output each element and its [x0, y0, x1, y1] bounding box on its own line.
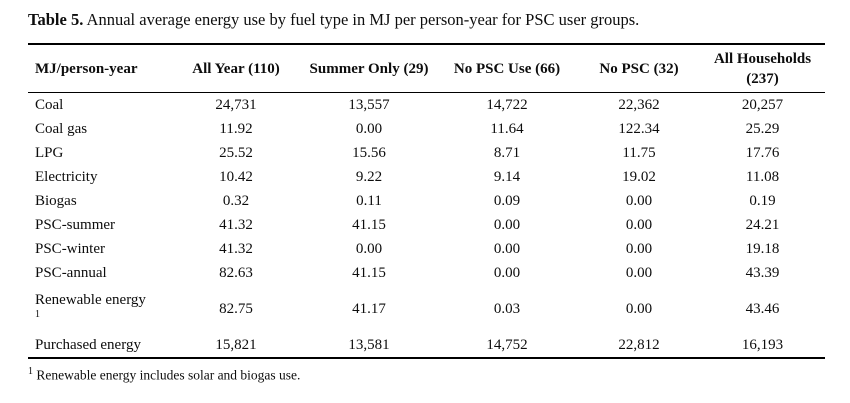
table-cell: 16,193: [741, 337, 784, 354]
footnote-text: Renewable energy includes solar and biog…: [33, 367, 301, 383]
table-cell: 41.32: [219, 217, 253, 234]
table-row-biogas: Biogas 0.32 0.11 0.09 0.00 0.19: [28, 189, 825, 213]
table-cell: 43.46: [745, 301, 780, 318]
footnote-superscript: 1: [28, 366, 33, 378]
table-cell: 22,362: [618, 97, 660, 114]
table-cell: 11.64: [490, 121, 524, 138]
table-cell: 19.18: [745, 241, 780, 258]
table-caption-label: Table 5.: [28, 10, 84, 29]
table-row-coal: Coal 24,731 13,557 14,722 22,362 20,257: [28, 93, 825, 118]
table-caption-text: Annual average energy use by fuel type i…: [83, 10, 640, 29]
table-cell: 0.03: [493, 301, 521, 318]
table-cell: 22,812: [618, 337, 660, 354]
table-cell: 17.76: [745, 145, 780, 162]
row-label: PSC-summer: [35, 217, 116, 234]
table-cell: 24.21: [745, 217, 780, 234]
table-row-lpg: LPG 25.52 15.56 8.71 11.75 17.76: [28, 141, 825, 165]
table-cell: 20,257: [741, 97, 784, 114]
superscript-marker: 1: [35, 308, 40, 320]
table-cell: 15,821: [215, 337, 257, 354]
table-row-electricity: Electricity 10.42 9.22 9.14 19.02 11.08: [28, 165, 825, 189]
table-footnote: 1 Renewable energy includes solar and bi…: [28, 366, 825, 384]
table-cell: 0.00: [355, 121, 383, 138]
table-cell: 0.19: [749, 193, 776, 210]
row-label: Biogas: [35, 193, 77, 210]
table-caption: Table 5. Annual average energy use by fu…: [28, 9, 825, 30]
table-cell: 41.15: [352, 217, 386, 234]
table-cell: 82.63: [219, 265, 253, 282]
row-label: Coal gas: [35, 121, 88, 138]
row-label: LPG: [35, 145, 64, 162]
row-label: Electricity: [35, 169, 98, 186]
table-cell: 24,731: [215, 97, 257, 114]
table-cell: 11.92: [219, 121, 253, 138]
column-header-no-psc-use: No PSC Use (66): [453, 60, 561, 77]
table-cell: 0.00: [355, 241, 383, 258]
table-cell: 8.71: [493, 145, 521, 162]
column-header-mj-person-year: MJ/person-year: [35, 60, 138, 77]
column-header-all-households: All Households (237): [713, 50, 812, 87]
table-cell: 25.52: [219, 145, 253, 162]
table-row-psc-summer: PSC-summer 41.32 41.15 0.00 0.00 24.21: [28, 213, 825, 237]
row-label: PSC-annual: [35, 265, 107, 282]
table-cell: 9.22: [355, 169, 383, 186]
table-cell: 0.00: [625, 193, 653, 210]
table-cell: 0.11: [356, 193, 382, 210]
table-cell: 41.32: [219, 241, 253, 258]
table-cell: 41.15: [352, 265, 386, 282]
table-cell: 41.17: [352, 301, 386, 318]
table-cell: 0.00: [625, 217, 653, 234]
table-row-psc-annual: PSC-annual 82.63 41.15 0.00 0.00 43.39: [28, 261, 825, 285]
energy-use-table: MJ/person-year All Year (110) Summer Onl…: [28, 43, 825, 360]
table-cell: 11.08: [745, 169, 780, 186]
column-header-all-year: All Year (110): [192, 60, 280, 77]
header-row: MJ/person-year All Year (110) Summer Onl…: [28, 44, 825, 93]
table-cell: 13,581: [348, 337, 390, 354]
table-cell: 14,722: [486, 97, 528, 114]
table-cell: 19.02: [622, 169, 656, 186]
table-cell: 11.75: [622, 145, 656, 162]
table-cell: 9.14: [493, 169, 521, 186]
table-row-coal-gas: Coal gas 11.92 0.00 11.64 122.34 25.29: [28, 117, 825, 141]
table-cell: 15.56: [352, 145, 386, 162]
table-cell: 10.42: [219, 169, 253, 186]
table-cell: 0.32: [222, 193, 250, 210]
table-cell: 0.00: [625, 301, 653, 318]
table-cell: 25.29: [745, 121, 780, 138]
table-row-renewable-energy: Renewable energy 1 82.75 41.17 0.03 0.00…: [28, 285, 825, 333]
row-label: Coal: [35, 97, 64, 114]
table-row-purchased-energy: Purchased energy 15,821 13,581 14,752 22…: [28, 333, 825, 358]
row-label: Renewable energy 1: [28, 285, 170, 333]
table-cell: 0.00: [625, 241, 653, 258]
table-row-psc-winter: PSC-winter 41.32 0.00 0.00 0.00 19.18: [28, 237, 825, 261]
table-cell: 0.00: [625, 265, 653, 282]
table-cell: 43.39: [745, 265, 780, 282]
table-cell: 14,752: [486, 337, 528, 354]
column-header-summer-only: Summer Only (29): [309, 60, 429, 77]
table-cell: 0.09: [493, 193, 521, 210]
table-cell: 13,557: [348, 97, 390, 114]
table-cell: 82.75: [219, 301, 253, 318]
row-label: Purchased energy: [35, 337, 141, 354]
table-cell: 122.34: [618, 121, 660, 138]
table-cell: 0.00: [493, 265, 521, 282]
row-label-text: Renewable energy: [35, 291, 146, 308]
row-label: PSC-winter: [35, 241, 106, 258]
table-cell: 0.00: [493, 241, 521, 258]
table-cell: 0.00: [493, 217, 521, 234]
column-header-no-psc: No PSC (32): [599, 60, 679, 77]
